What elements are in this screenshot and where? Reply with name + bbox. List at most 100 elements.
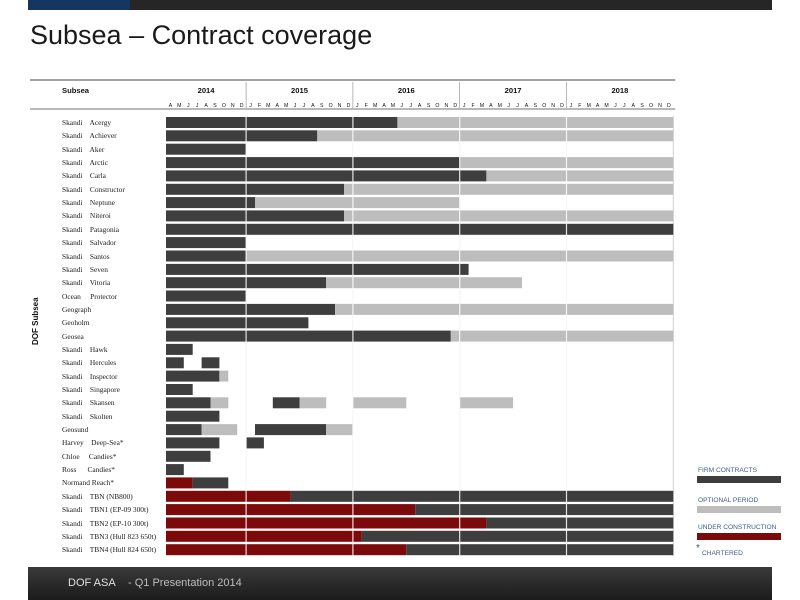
bar-optional [335, 303, 674, 315]
month-label: S [640, 103, 644, 109]
bar-firm [166, 424, 202, 436]
vessel-label: Skandi Carla [62, 171, 106, 181]
bar-firm [166, 263, 469, 275]
vessel-label: Skandi TBN3 (Hull 823 650t) [62, 531, 157, 541]
vessel-label: Skandi Neptune [62, 198, 115, 208]
year-label: 2014 [198, 86, 216, 95]
month-label: J [356, 103, 359, 109]
bar-firm [415, 504, 674, 516]
legend-firm-swatch [697, 476, 781, 483]
month-label: M [177, 103, 181, 109]
bar-firm [166, 223, 674, 235]
bar-firm [166, 450, 211, 462]
bar-firm [166, 330, 451, 342]
vessel-label: Skandi Achiever [62, 131, 117, 141]
vessel-label: Ocean Protector [62, 291, 118, 301]
vessel-label: Skandi Hercules [62, 358, 117, 368]
month-label: O [649, 103, 653, 109]
vessel-label: Skandi Inspector [62, 371, 118, 381]
month-label: D [667, 103, 671, 109]
bar-firm [486, 517, 674, 529]
bar-construction [166, 490, 291, 502]
month-label: A [311, 103, 315, 109]
bar-firm [166, 370, 220, 382]
month-label: S [534, 103, 538, 109]
vessel-label: Skandi TBN4 (Hull 824 650t) [62, 545, 157, 555]
vessel-label: Skandi TBN (NB800) [62, 491, 133, 501]
bar-firm [166, 143, 247, 155]
month-label: M [373, 103, 377, 109]
top-accent-bar-dark [130, 0, 772, 10]
month-label: J [187, 103, 190, 109]
bar-optional [344, 183, 674, 195]
bar-construction [166, 544, 407, 556]
bar-firm [192, 477, 229, 489]
bar-firm [290, 490, 674, 502]
month-label: A [418, 103, 422, 109]
vessel-label: Geograph [62, 304, 92, 314]
month-label: D [560, 103, 564, 109]
bar-firm [166, 183, 344, 195]
vessel-label: Skandi Patagonia [62, 224, 120, 234]
month-label: J [409, 103, 412, 109]
bar-firm [166, 117, 398, 128]
bar-firm [166, 170, 487, 182]
legend-chartered-label: CHARTERED [702, 550, 743, 557]
vessel-label: Skandi Skolten [62, 411, 113, 421]
legend-chartered-star: * [696, 543, 700, 554]
month-label: S [213, 103, 217, 109]
month-label: J [570, 103, 573, 109]
bar-firm [166, 437, 220, 449]
month-label: A [276, 103, 280, 109]
bar-optional [344, 210, 674, 222]
footer-company: DOF ASA [68, 577, 116, 589]
month-label: O [222, 103, 226, 109]
bar-firm [166, 250, 247, 262]
bar-firm [272, 397, 300, 409]
bar-firm [166, 357, 184, 369]
month-label: A [632, 103, 636, 109]
vessel-label: Normand Reach* [62, 478, 114, 488]
month-label: J [623, 103, 626, 109]
month-label: D [347, 103, 351, 109]
vessel-label: Skandi Niteroi [62, 211, 111, 221]
legend-firm-label: FIRM CONTRACTS [698, 467, 757, 474]
month-label: J [614, 103, 617, 109]
top-accent-bar-blue [28, 0, 130, 10]
bar-firm [166, 210, 344, 222]
month-label: A [382, 103, 386, 109]
month-label: M [480, 103, 484, 109]
vessel-label: Chloe Candies* [62, 451, 117, 461]
vessel-label: Skandi Aker [62, 144, 105, 154]
vessel-label: Skandi TBN2 (EP-10 300t) [62, 518, 149, 528]
month-label: F [365, 103, 368, 109]
vessel-label: Geosund [62, 425, 89, 435]
bar-firm [361, 530, 674, 542]
month-label: A [525, 103, 529, 109]
vessel-label: Geosea [62, 331, 84, 341]
year-label: 2018 [611, 86, 628, 95]
legend-optional-swatch [697, 506, 781, 513]
bar-firm [201, 357, 220, 369]
vessel-label: Skandi Acergy [62, 118, 112, 127]
vessel-label: Skandi Seven [62, 264, 108, 274]
bar-firm [166, 317, 309, 329]
page-title: Subsea – Contract coverage [30, 20, 373, 50]
bar-optional [352, 397, 407, 409]
month-label: D [453, 103, 457, 109]
vessel-label: Skandi Santos [62, 251, 110, 261]
month-label: D [240, 103, 244, 109]
month-label: N [658, 103, 662, 109]
footer-bar [28, 567, 772, 600]
bar-optional [299, 397, 327, 409]
bar-firm [166, 464, 184, 476]
vessel-label: Skandi Singapore [62, 385, 120, 394]
bar-firm [166, 237, 247, 249]
year-label: 2015 [291, 86, 309, 95]
bar-firm [166, 130, 318, 142]
bar-optional [326, 424, 353, 436]
legend-construction-swatch [697, 533, 781, 540]
vessel-label: Skandi Constructor [62, 184, 125, 194]
vessel-label: Skandi Salvador [62, 238, 117, 248]
